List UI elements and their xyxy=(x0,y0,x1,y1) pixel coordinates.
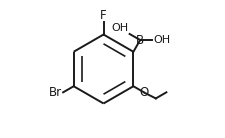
Text: OH: OH xyxy=(152,35,169,45)
Text: OH: OH xyxy=(111,23,128,33)
Text: F: F xyxy=(100,9,106,22)
Text: O: O xyxy=(139,86,148,99)
Text: Br: Br xyxy=(49,86,62,99)
Text: B: B xyxy=(135,34,144,47)
